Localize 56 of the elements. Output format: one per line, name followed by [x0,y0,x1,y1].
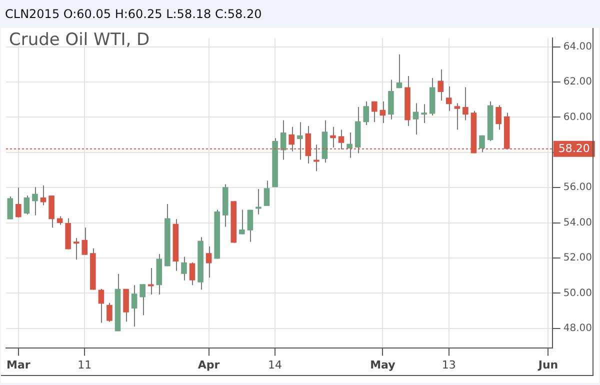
candlestick [7,196,14,220]
candlestick [40,184,46,206]
candlestick [346,132,352,158]
candlestick [280,120,286,160]
candlestick [123,288,129,322]
x-tick-label: 14 [268,358,282,372]
candlestick [82,227,88,256]
chart-subtitle: CLN2015 O:60.05 H:60.25 L:58.18 C:58.20 [4,6,263,23]
candlestick [388,79,394,120]
candlestick [131,284,138,328]
candlestick [181,256,187,281]
candlestick [239,209,245,235]
y-tick-label: 52.00 [563,252,592,264]
y-tick-label: 50.00 [563,288,592,299]
candlestick [363,100,370,126]
candlestick [189,262,196,286]
y-tick-label: 64.00 [563,41,592,52]
candlestick [380,100,386,124]
candlestick [462,86,468,121]
candlestick [98,288,104,324]
x-tick-label: 11 [78,358,92,372]
x-tick-label: May [370,358,396,372]
candlestick [32,186,38,216]
y-tick-label: 54.00 [563,217,592,228]
candlestick [206,246,212,278]
candlestick [330,126,336,148]
candlestick [16,187,22,218]
candlestick [264,180,270,206]
candlestick [48,195,54,228]
candlestick [421,104,427,124]
y-tick-label: 60.00 [563,112,592,123]
candlestick [296,122,303,160]
candlestick [438,68,444,101]
candlestick [479,134,485,153]
x-tick-label: 13 [442,358,456,372]
candlestick [247,209,254,242]
candlestick [256,188,262,215]
candlestick [140,284,146,316]
ref-line-label: 58.20 [558,142,590,155]
y-tick-label: 62.00 [563,76,592,88]
candlestick [106,302,112,322]
candlestick [148,268,154,295]
candlestick [73,237,80,260]
candlestick [396,54,402,89]
x-tick-label: Jun [537,358,558,372]
candlestick [496,104,502,130]
candlestick [412,102,419,135]
candlestick [371,100,378,123]
y-tick-label: 56.00 [563,182,592,194]
candlestick [446,86,452,112]
x-tick-label: Mar [6,358,31,372]
candlestick [24,195,30,215]
x-tick-label: Apr [198,358,220,372]
candlestick [454,102,460,130]
y-tick-label: 48.00 [563,323,592,334]
chart-title: Crude Oil WTI, D [9,30,150,50]
